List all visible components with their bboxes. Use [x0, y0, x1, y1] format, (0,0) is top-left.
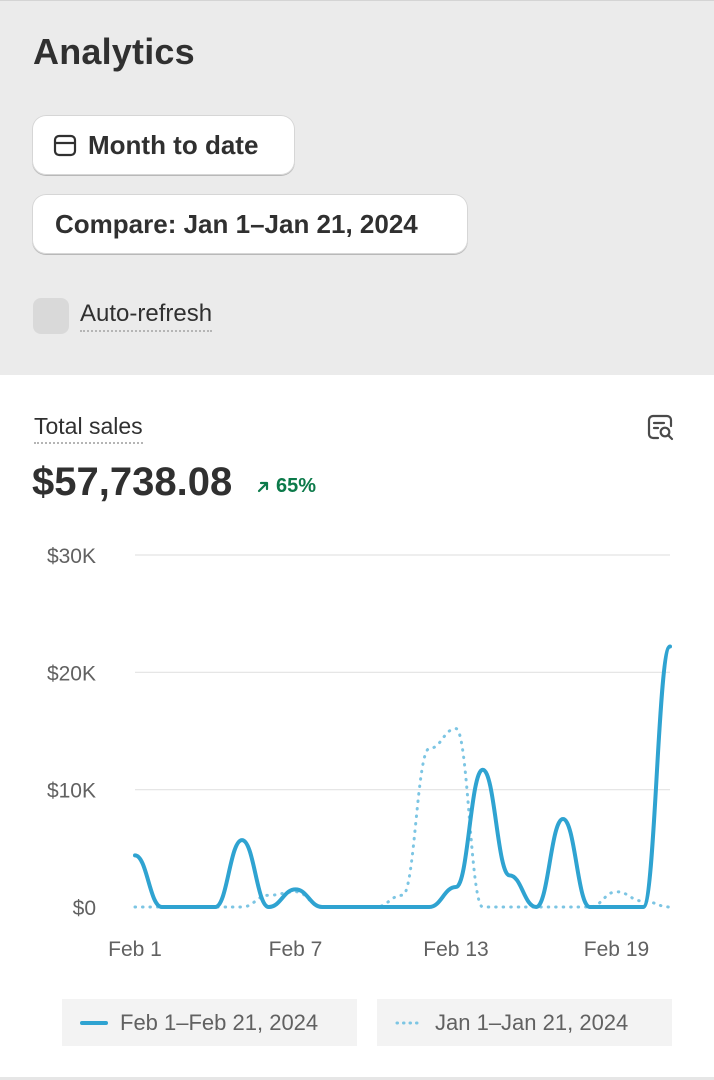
series-line-current	[133, 644, 672, 909]
y-tick-label: $10K	[47, 780, 96, 803]
analytics-header: Analytics Month to date Compare: Jan 1–J…	[0, 0, 714, 375]
calendar-icon	[53, 134, 77, 157]
sales-line-chart: $0 $10K $20K $30K Feb 1 Feb 7 Feb 13 Feb 19	[47, 545, 672, 961]
x-tick-label: Feb 13	[423, 938, 488, 961]
compare-button[interactable]: Compare: Jan 1–Jan 21, 2024	[32, 194, 468, 254]
card-bottom-divider	[0, 1077, 714, 1080]
legend-item-comparison[interactable]: Jan 1–Jan 21, 2024	[377, 999, 672, 1046]
date-range-label: Month to date	[88, 129, 259, 160]
auto-refresh-label: Auto-refresh	[80, 300, 213, 332]
y-tick-label: $20K	[47, 662, 96, 685]
change-value: 65%	[276, 475, 317, 497]
change-indicator: 65%	[256, 475, 316, 498]
x-tick-label: Feb 19	[584, 938, 649, 961]
legend-dotted-line-icon	[395, 1021, 423, 1024]
date-range-button[interactable]: Month to date	[32, 115, 295, 175]
x-tick-label: Feb 7	[269, 938, 323, 961]
y-tick-label: $0	[73, 897, 96, 920]
auto-refresh-toggle[interactable]: Auto-refresh	[33, 298, 213, 334]
compare-label: Compare: Jan 1–Jan 21, 2024	[55, 208, 418, 239]
x-tick-label: Feb 1	[108, 938, 162, 961]
legend-label-current: Feb 1–Feb 21, 2024	[120, 1009, 319, 1035]
legend-item-current[interactable]: Feb 1–Feb 21, 2024	[62, 999, 357, 1046]
page-title: Analytics	[33, 31, 195, 72]
chart-search-icon[interactable]	[645, 412, 675, 442]
auto-refresh-checkbox[interactable]	[33, 298, 69, 334]
legend-label-comparison: Jan 1–Jan 21, 2024	[435, 1009, 629, 1035]
legend-solid-line-icon	[80, 1020, 108, 1025]
arrow-up-right-icon	[257, 481, 269, 492]
metric-title[interactable]: Total sales	[34, 413, 143, 444]
y-tick-label: $30K	[47, 545, 96, 568]
total-sales-value: $57,738.08	[32, 460, 233, 504]
series-line-comparison	[133, 727, 672, 909]
